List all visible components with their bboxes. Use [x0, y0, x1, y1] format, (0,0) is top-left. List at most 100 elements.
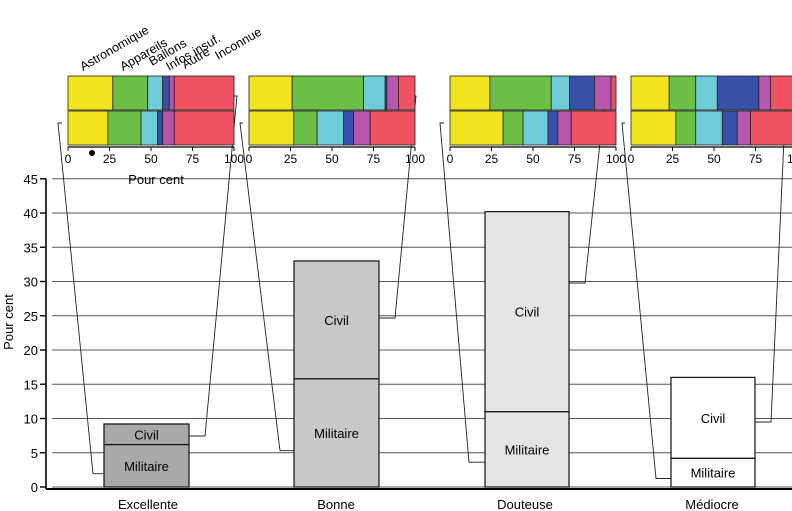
bar-civil-4	[670, 376, 756, 459]
bar-civil-1	[103, 423, 190, 446]
bar-segment-label: Militaire	[314, 426, 359, 441]
inset-x-axis-title: Pour cent	[128, 172, 184, 187]
inset-segment-astronomique	[248, 110, 295, 146]
inset-segment-ballons	[140, 110, 159, 146]
x-category-label: Excellente	[118, 497, 178, 511]
inset-segment-infos-insuf-	[547, 110, 559, 146]
inset-segment-inconnue	[570, 110, 617, 146]
inset-tick-label: 50	[707, 152, 721, 166]
inset-segment-infos-insuf-	[716, 75, 760, 111]
inset-segment-ballons	[550, 75, 570, 111]
inset-segment-astronomique	[630, 110, 677, 146]
connector-militaire-3	[439, 122, 485, 463]
inset-panel-1: 0 25 50 75 100	[65, 75, 244, 166]
inset-segment-ballons	[363, 75, 386, 111]
percentage-insets: 0255075100025507510002550751000255075100…	[65, 23, 792, 187]
x-category-label: Douteuse	[497, 497, 553, 511]
y-tick-label: 30	[24, 275, 38, 290]
inset-tick-label: 25	[485, 152, 499, 166]
connector-militaire-1	[57, 122, 104, 475]
y-tick-label: 15	[24, 377, 38, 392]
inset-segment-ballons	[695, 110, 723, 146]
inset-segment-inconnue	[610, 75, 617, 111]
inset-segment-ballons	[316, 110, 345, 146]
inset-segment-autre	[758, 75, 771, 111]
x-category-label: Médiocre	[685, 497, 738, 511]
inset-segment-inconnue	[369, 110, 416, 146]
inset-panel-3: 0 25 50 75 100	[447, 75, 626, 166]
connector-civil-1	[189, 95, 238, 437]
inset-segment-autre	[594, 75, 612, 111]
inset-segment-appareils	[675, 110, 697, 146]
bar-segment-label: Militaire	[505, 442, 550, 457]
bar-segment-label: Civil	[515, 305, 540, 320]
inset-tick-label: 50	[144, 152, 158, 166]
y-tick-label: 40	[24, 206, 38, 221]
y-tick-label: 10	[24, 412, 38, 427]
inset-segment-autre	[168, 75, 175, 111]
bar-segment-label: Militaire	[691, 466, 736, 481]
y-tick-label: 0	[31, 480, 38, 495]
stacked-bars: Militaire Civil Militaire Civil Militaire Civ…	[103, 211, 756, 488]
inset-segment-autre	[353, 110, 371, 146]
connector-militaire-2	[239, 122, 294, 452]
inset-segment-infos-insuf-	[721, 110, 738, 146]
bar-civil-3	[484, 211, 570, 413]
bar-segment-label: Militaire	[124, 459, 169, 474]
bar-militaire-4	[670, 457, 756, 488]
inset-segment-infos-insuf-	[162, 75, 170, 111]
inset-segment-inconnue	[173, 110, 235, 146]
inset-segment-infos-insuf-	[569, 75, 595, 111]
inset-segment-appareils	[668, 75, 697, 111]
inset-tick-label: 100	[224, 152, 244, 166]
inset-tick-label: 25	[284, 152, 298, 166]
inset-tick-label: 75	[749, 152, 763, 166]
inset-segment-autre	[386, 75, 399, 111]
inset-segment-astronomique	[67, 75, 114, 111]
inset-tick-label: 25	[666, 152, 680, 166]
inset-tick-label: 0	[246, 152, 253, 166]
inset-connectors	[57, 95, 792, 479]
connector-militaire-4	[621, 122, 671, 479]
inset-segment-appareils	[502, 110, 524, 146]
y-tick-label: 25	[24, 309, 38, 324]
inset-segment-astronomique	[449, 75, 491, 111]
connector-civil-2	[379, 95, 417, 319]
axes: 0 5 10 15 20 25 30 35 40 45 Excellente Bonne Douteus…	[24, 172, 792, 511]
inset-segment-astronomique	[630, 75, 670, 111]
inset-panel-2: 0 25 50 75 100	[246, 75, 425, 166]
inset-segment-autre	[557, 110, 572, 146]
inset-tick-label: 100	[606, 152, 626, 166]
bar-segment-label: Civil	[701, 411, 726, 426]
inset-segment-astronomique	[449, 110, 504, 146]
inset-segment-autre	[162, 110, 175, 146]
bar-militaire-3	[484, 411, 570, 488]
inset-segment-appareils	[293, 110, 318, 146]
inset-segment-ballons	[522, 110, 549, 146]
y-axis-title: Pour cent	[1, 294, 16, 350]
inset-tick-label: 0	[628, 152, 635, 166]
inset-segment-astronomique	[248, 75, 293, 111]
inset-segment-autre	[736, 110, 751, 146]
marker-dot	[89, 150, 95, 156]
bar-civil-2	[293, 260, 380, 380]
inset-tick-label: 50	[325, 152, 339, 166]
inset-segment-ballons	[695, 75, 718, 111]
inset-segment-inconnue	[173, 75, 235, 111]
inset-segment-appareils	[489, 75, 552, 111]
inset-segment-inconnue	[770, 75, 792, 111]
inset-tick-label: 100	[405, 152, 425, 166]
y-tick-label: 20	[24, 343, 38, 358]
inset-segment-appareils	[107, 110, 142, 146]
inset-segment-ballons	[147, 75, 164, 111]
y-tick-label: 45	[24, 172, 38, 187]
inset-tick-label: 0	[447, 152, 454, 166]
inset-segment-appareils	[112, 75, 149, 111]
inset-segment-inconnue	[397, 75, 416, 111]
bar-segment-label: Civil	[324, 313, 349, 328]
inset-panel-4: 0 25 50 75 100	[628, 75, 792, 166]
inset-tick-label: 100	[787, 152, 792, 166]
inset-segment-appareils	[291, 75, 364, 111]
inset-tick-label: 50	[526, 152, 540, 166]
